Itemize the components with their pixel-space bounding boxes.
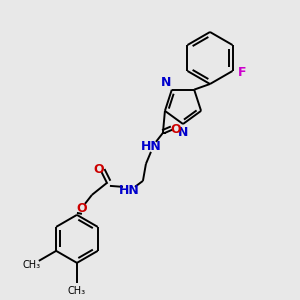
Text: HN: HN [141, 140, 161, 153]
Text: HN: HN [118, 184, 139, 197]
Text: F: F [238, 67, 247, 80]
Text: O: O [94, 164, 104, 176]
Text: CH₃: CH₃ [68, 286, 86, 296]
Text: N: N [178, 127, 188, 140]
Text: O: O [171, 123, 181, 136]
Text: O: O [76, 202, 87, 215]
Text: N: N [161, 76, 172, 89]
Text: CH₃: CH₃ [23, 260, 41, 270]
